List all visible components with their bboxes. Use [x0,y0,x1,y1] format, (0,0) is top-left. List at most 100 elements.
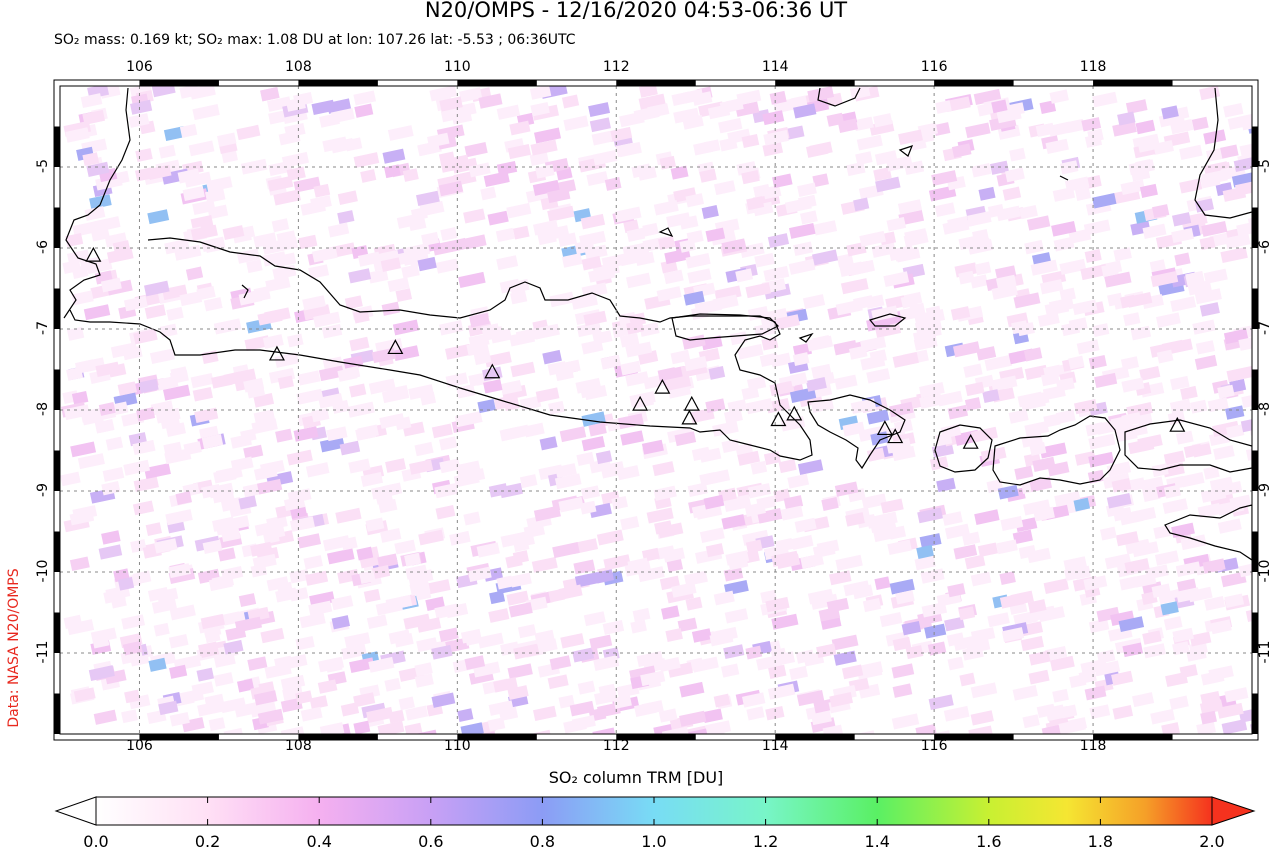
so2-pixel [592,330,613,345]
so2-pixel [500,379,523,395]
so2-pixel [499,482,524,499]
so2-pixel [1220,144,1239,159]
so2-pixel [421,231,440,247]
ruler-segment [934,734,1014,740]
so2-pixel [1185,270,1205,286]
so2-pixel [337,190,358,205]
so2-pixel [445,372,469,388]
so2-pixel [705,543,725,558]
so2-pixel [903,231,929,247]
so2-pixel [964,554,986,570]
so2-pixel [319,436,345,453]
so2-pixel [1160,601,1179,616]
so2-pixel [718,117,743,134]
so2-pixel [132,500,155,516]
so2-pixel [1023,347,1043,362]
so2-pixel [1035,122,1055,138]
so2-pixel [382,148,406,164]
so2-pixel [1120,294,1137,309]
so2-pixel [1154,550,1179,566]
so2-pixel [1208,665,1234,682]
so2-pixel [341,536,358,551]
so2-pixel [86,161,110,177]
so2-pixel [67,326,85,341]
so2-pixel [381,301,401,316]
so2-pixel [1179,144,1203,160]
so2-pixel [1039,279,1064,295]
so2-pixel [904,160,925,176]
so2-pixel [953,544,978,560]
so2-pixel [534,629,555,645]
so2-pixel [222,225,245,241]
so2-pixel [510,361,536,378]
so2-pixel [348,458,371,474]
so2-pixel [679,681,705,698]
island-small-2 [658,227,674,238]
so2-pixel [873,527,893,543]
so2-pixel [816,643,837,659]
so2-pixel [574,572,600,588]
so2-pixel [560,633,585,649]
sulawesi-coast [1194,87,1252,219]
so2-pixel [149,348,175,365]
so2-pixel [267,175,294,192]
so2-pixel [812,335,831,350]
java-coast [69,237,813,461]
so2-pixel [964,397,982,411]
x-tick-label-bottom: 112 [602,738,630,754]
so2-pixel [853,116,874,132]
so2-pixel [353,720,371,734]
lombok-coast [934,424,993,473]
so2-pixel [693,140,713,156]
so2-pixel [80,93,103,109]
so2-pixel [660,605,680,620]
so2-pixel [192,199,216,215]
so2-pixel [945,96,971,113]
so2-pixel [507,663,533,680]
so2-pixel [349,383,367,398]
so2-pixel [232,368,257,384]
so2-pixel [572,647,595,663]
so2-pixel [165,509,193,526]
so2-pixel [1224,593,1245,608]
so2-pixel [1190,399,1208,414]
colorbar-tick-label: 0.2 [194,832,221,851]
so2-pixel [637,566,665,583]
so2-pixel [1120,356,1140,371]
so2-pixel [745,282,772,299]
volcano-icon [1169,416,1186,432]
so2-pixel [1162,498,1188,514]
so2-pixel [240,158,268,175]
so2-pixel [1210,619,1232,635]
so2-pixel [744,502,766,517]
so2-pixel [662,547,686,563]
so2-pixel [547,205,575,222]
so2-pixel [1199,86,1221,101]
so2-pixel [457,708,474,722]
so2-pixel [723,644,745,660]
so2-pixel [586,171,609,187]
so2-pixel [699,527,725,543]
so2-pixel [1217,518,1242,534]
so2-pixel [203,297,223,312]
so2-pixel [405,705,429,721]
so2-pixel [620,516,640,531]
so2-pixel [509,572,532,588]
so2-pixel [253,286,271,300]
so2-pixel [1092,193,1117,209]
island-small-3 [868,313,907,327]
ruler-segment [54,207,60,248]
so2-pixel [746,196,765,211]
so2-pixel [322,136,348,153]
ruler-segment [54,531,60,572]
so2-pixel [135,148,153,163]
so2-pixel [1005,167,1025,183]
so2-pixel [190,373,214,389]
ruler-segment [54,450,60,491]
so2-pixel [144,463,171,480]
so2-pixel [1207,397,1229,413]
so2-pixel [962,531,981,546]
so2-pixel [811,249,839,266]
so2-pixel [175,491,192,505]
so2-pixel [892,683,913,698]
